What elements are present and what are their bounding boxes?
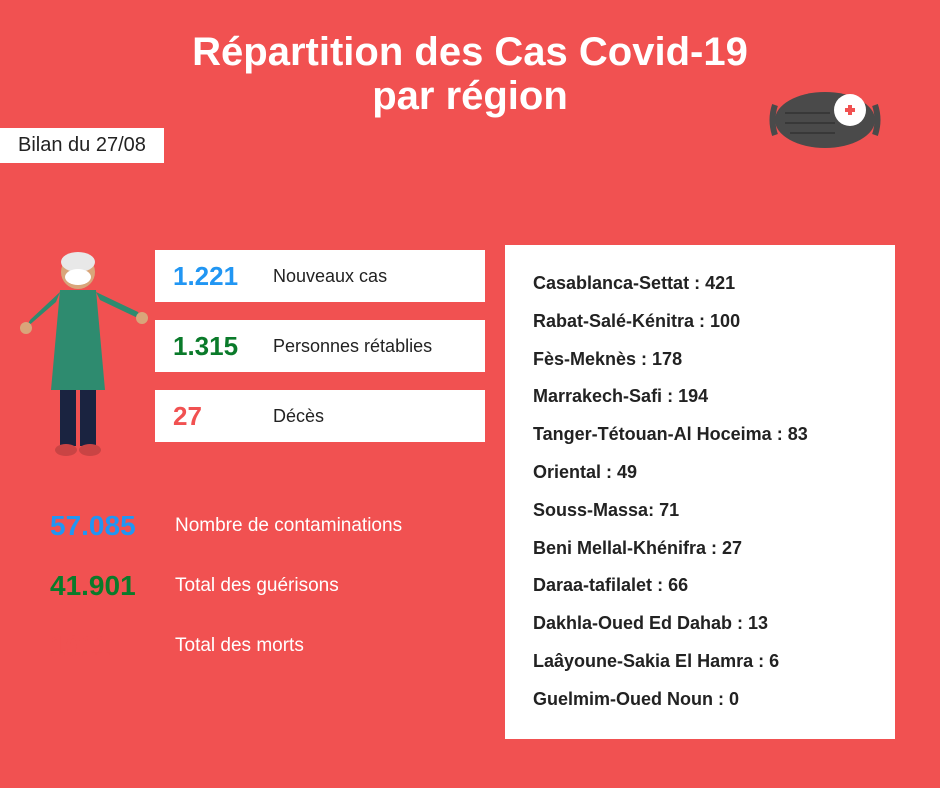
title-line1: Répartition des Cas Covid-19: [192, 30, 748, 74]
stat-row: 1.221 Nouveaux cas: [155, 250, 485, 302]
total-number: 41.901: [50, 570, 160, 602]
stat-number: 1.315: [173, 331, 263, 362]
stat-number: 27: [173, 401, 263, 432]
region-row: Laâyoune-Sakia El Hamra : 6: [533, 643, 867, 681]
doctor-illustration: [20, 250, 150, 470]
daily-stats: 1.221 Nouveaux cas 1.315 Personnes rétab…: [155, 250, 485, 460]
region-row: Tanger-Tétouan-Al Hoceima : 83: [533, 416, 867, 454]
stat-label: Personnes rétablies: [273, 336, 432, 357]
totals: 57.085 Nombre de contaminations 41.901 T…: [50, 510, 402, 690]
total-label: Total des morts: [175, 635, 304, 657]
title-line2: par région: [372, 74, 568, 118]
region-row: Daraa-tafilalet : 66: [533, 567, 867, 605]
total-label: Nombre de contaminations: [175, 515, 402, 537]
region-row: Fès-Meknès : 178: [533, 341, 867, 379]
total-row: 41.901 Total des guérisons: [50, 570, 402, 602]
region-row: Guelmim-Oued Noun : 0: [533, 681, 867, 719]
total-number: 57.085: [50, 510, 160, 542]
total-number: 1011: [50, 630, 160, 662]
stat-row: 1.315 Personnes rétablies: [155, 320, 485, 372]
region-row: Beni Mellal-Khénifra : 27: [533, 530, 867, 568]
region-row: Casablanca-Settat : 421: [533, 265, 867, 303]
region-row: Dakhla-Oued Ed Dahab : 13: [533, 605, 867, 643]
region-row: Rabat-Salé-Kénitra : 100: [533, 303, 867, 341]
region-row: Oriental : 49: [533, 454, 867, 492]
total-label: Total des guérisons: [175, 575, 339, 597]
mask-icon: [765, 85, 885, 165]
total-row: 57.085 Nombre de contaminations: [50, 510, 402, 542]
stat-row: 27 Décès: [155, 390, 485, 442]
region-row: Marrakech-Safi : 194: [533, 378, 867, 416]
total-row: 1011 Total des morts: [50, 630, 402, 662]
region-row: Souss-Massa: 71: [533, 492, 867, 530]
stat-number: 1.221: [173, 261, 263, 292]
regions-panel: Casablanca-Settat : 421 Rabat-Salé-Kénit…: [505, 245, 895, 739]
stat-label: Nouveaux cas: [273, 266, 387, 287]
stat-label: Décès: [273, 406, 324, 427]
date-badge: Bilan du 27/08: [0, 128, 164, 163]
